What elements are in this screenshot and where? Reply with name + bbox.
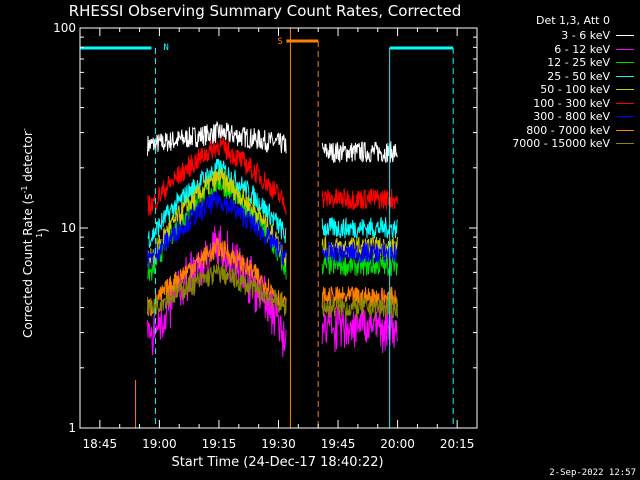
night-label: N xyxy=(163,43,168,53)
legend-swatch xyxy=(616,75,634,77)
legend-entry: 6 - 12 keV xyxy=(484,43,634,57)
y-tick-label: 1 xyxy=(68,421,76,435)
legend-entry: 7000 - 15000 keV xyxy=(484,137,634,151)
series-line xyxy=(147,136,398,216)
x-tick-label: 20:00 xyxy=(380,437,415,451)
legend-entry: 12 - 25 keV xyxy=(484,56,634,70)
legend-swatch xyxy=(616,116,634,118)
legend-label: 7000 - 15000 keV xyxy=(512,137,610,151)
legend-swatch xyxy=(616,48,634,50)
legend-swatch xyxy=(616,62,634,64)
y-tick-label: 10 xyxy=(61,221,76,235)
legend-swatch xyxy=(616,143,634,145)
x-tick-label: 19:45 xyxy=(321,437,356,451)
legend-label: 50 - 100 keV xyxy=(540,83,610,97)
x-tick-label: 18:45 xyxy=(83,437,118,451)
legend-label: 6 - 12 keV xyxy=(554,42,610,56)
legend-swatch xyxy=(616,129,634,131)
timestamp: 2-Sep-2022 12:57 xyxy=(549,468,636,478)
legend-swatch xyxy=(616,89,634,91)
legend-entry: 3 - 6 keV xyxy=(484,29,634,43)
legend-entry: 25 - 50 keV xyxy=(484,70,634,84)
x-tick-label: 20:15 xyxy=(440,437,475,451)
legend-header: Det 1,3, Att 0 xyxy=(536,14,610,27)
legend-label: 100 - 300 keV xyxy=(533,96,610,110)
legend: Det 1,3, Att 0 3 - 6 keV 6 - 12 keV 12 - 2… xyxy=(484,14,634,151)
legend-label: 3 - 6 keV xyxy=(561,29,610,43)
legend-swatch xyxy=(616,35,634,37)
series-line xyxy=(147,189,398,270)
x-tick-label: 19:00 xyxy=(142,437,177,451)
y-tick-label: 100 xyxy=(53,21,76,35)
saa-label: S xyxy=(277,37,282,47)
legend-label: 25 - 50 keV xyxy=(547,69,610,83)
series-line xyxy=(147,263,398,319)
legend-entry: 300 - 800 keV xyxy=(484,110,634,124)
legend-entry: 50 - 100 keV xyxy=(484,83,634,97)
chart-title: RHESSI Observing Summary Count Rates, Co… xyxy=(68,2,462,20)
legend-label: 800 - 7000 keV xyxy=(526,123,610,137)
series-line xyxy=(147,158,398,248)
y-axis-title: Corrected Count Rate (s-1 detector-1) xyxy=(20,128,50,338)
legend-entry: 100 - 300 keV xyxy=(484,97,634,111)
legend-entry: 800 - 7000 keV xyxy=(484,124,634,138)
legend-label: 300 - 800 keV xyxy=(533,110,610,124)
series-line xyxy=(147,120,398,163)
legend-swatch xyxy=(616,102,634,104)
x-axis-title: Start Time (24-Dec-17 18:40:22) xyxy=(171,455,384,470)
x-tick-label: 19:30 xyxy=(261,437,296,451)
x-tick-label: 19:15 xyxy=(202,437,237,451)
legend-label: 12 - 25 keV xyxy=(547,56,610,70)
